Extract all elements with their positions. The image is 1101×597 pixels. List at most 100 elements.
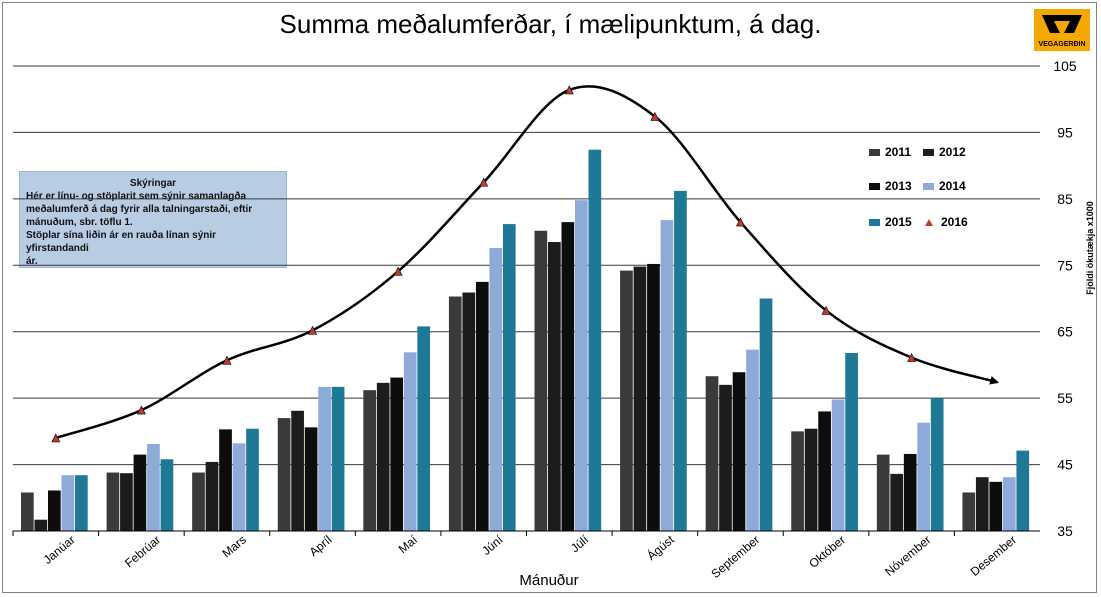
- x-tick-label: Október: [806, 533, 848, 571]
- explanation-line-1: Hér er línu- og stöplarit sem sýnir sama…: [26, 191, 247, 202]
- legend-item-2011: 2011: [869, 145, 911, 159]
- bar-2015-1: [160, 459, 174, 531]
- legend-item-2016: 2016: [923, 215, 968, 229]
- bar-2012-1: [120, 473, 133, 531]
- bar-2013-0: [48, 490, 61, 531]
- marker-2016-2: [222, 355, 232, 365]
- bar-2011-6: [534, 230, 548, 531]
- marker-2016-11: [989, 376, 1000, 385]
- bar-2015-2: [246, 428, 259, 531]
- bar-2015-10: [930, 398, 944, 531]
- bar-2012-10: [890, 473, 904, 531]
- x-tick-label: Apríl: [307, 533, 335, 560]
- y-tick-label: 45: [1057, 457, 1073, 473]
- bar-2011-0: [21, 492, 34, 531]
- marker-2016-8: [735, 217, 745, 227]
- marker-2016-5: [479, 177, 489, 187]
- x-tick-label: Febrúar: [122, 533, 163, 571]
- logo-text: VEGAGERÐIN: [1038, 41, 1086, 48]
- explanation-line-3: mánuðum, sbr. töflu 1.: [26, 217, 133, 228]
- bar-2014-7: [660, 220, 674, 531]
- bar-2015-0: [75, 475, 88, 531]
- bar-2015-8: [759, 298, 773, 531]
- y-tick-label: 85: [1057, 191, 1073, 207]
- logo-mark-icon: [1042, 15, 1082, 33]
- marker-2016-7: [650, 111, 660, 121]
- explanation-box: Skýringar Hér er línu- og stöplarit sem …: [19, 171, 287, 268]
- chart-plot: 35 45 55 65 75 85 95 105 Fjöldi ökutækja x1000 Ja…: [12, 58, 1095, 589]
- bar-2012-8: [719, 384, 732, 531]
- bar-2014-3: [318, 386, 331, 531]
- bar-2011-2: [192, 472, 205, 531]
- bar-2015-9: [845, 352, 858, 531]
- bar-2014-5: [489, 248, 503, 531]
- bar-2014-4: [403, 352, 417, 531]
- chart-title: Summa meðalumferðar, í mælipunktum, á da…: [279, 9, 822, 39]
- marker-2016-0: [51, 433, 61, 443]
- legend-item-2015: 2015: [869, 215, 912, 229]
- bar-2014-10: [917, 422, 931, 531]
- bar-2011-9: [791, 431, 804, 531]
- bar-2011-11: [962, 492, 976, 531]
- bar-2015-6: [588, 149, 602, 531]
- bar-2011-10: [876, 454, 890, 531]
- bar-2011-3: [277, 418, 291, 531]
- vegagerdin-logo: VEGAGERÐIN: [1034, 9, 1090, 51]
- bar-2012-9: [804, 428, 818, 531]
- y-tick-label: 105: [1053, 58, 1077, 74]
- bar-2012-2: [205, 461, 219, 531]
- explanation-line-2: meðalumferð á dag fyrir alla talningarst…: [26, 204, 253, 215]
- y-tick-label: 35: [1057, 523, 1073, 539]
- bar-2014-1: [147, 443, 160, 531]
- bar-2014-2: [232, 443, 246, 531]
- marker-2016-10: [907, 352, 917, 362]
- bar-2013-2: [219, 429, 232, 531]
- bar-2015-7: [674, 190, 687, 531]
- legend-item-2013: 2013: [869, 179, 912, 193]
- series-legend: 2011 2012 2013 2014 2015 2016: [865, 143, 1025, 243]
- x-tick-label: Maí: [396, 532, 421, 556]
- bar-2013-9: [818, 411, 831, 531]
- bar-2014-11: [1002, 477, 1016, 531]
- x-tick-label: Janúar: [41, 533, 78, 567]
- bar-2014-0: [61, 475, 75, 531]
- bar-2012-5: [462, 292, 476, 531]
- legend-item-2014: 2014: [923, 179, 966, 193]
- bar-2011-5: [448, 296, 462, 531]
- bar-2015-5: [502, 224, 516, 531]
- bar-2013-7: [647, 263, 660, 531]
- marker-2016-9: [821, 305, 831, 315]
- y-axis-label: Fjöldi ökutækja x1000: [1085, 201, 1095, 295]
- bar-2012-0: [34, 519, 48, 531]
- bar-2011-4: [363, 390, 377, 531]
- x-tick-label: September: [708, 533, 762, 581]
- bar-2012-6: [548, 242, 561, 532]
- bar-2015-4: [417, 326, 431, 531]
- marker-2016-3: [308, 325, 318, 335]
- bar-2015-11: [1016, 450, 1030, 531]
- x-tick-label: Ágúst: [644, 531, 678, 563]
- y-tick-label: 95: [1057, 124, 1073, 140]
- bar-2013-4: [390, 377, 404, 531]
- x-tick-label: Júlí: [568, 532, 592, 555]
- bar-2013-1: [133, 454, 147, 531]
- y-tick-label: 65: [1057, 324, 1073, 340]
- bar-2015-3: [331, 386, 345, 531]
- bar-2014-8: [746, 349, 759, 531]
- bar-2013-11: [989, 481, 1003, 531]
- bar-2012-11: [975, 477, 989, 531]
- explanation-line-5: ár.: [26, 256, 38, 267]
- y-tick-label: 75: [1057, 257, 1073, 273]
- x-tick-label: Júní: [479, 532, 506, 558]
- marker-2016-6: [564, 85, 574, 95]
- bar-2012-7: [633, 266, 647, 531]
- bar-2013-5: [475, 281, 489, 531]
- marker-2016-4: [393, 266, 403, 276]
- x-tick-label: Desember: [968, 533, 1019, 579]
- x-tick-label: Nóvember: [882, 533, 933, 579]
- explanation-line-4: Stöplar sína liðin ár en rauða línan sýn…: [26, 230, 217, 254]
- bar-2013-10: [903, 453, 917, 531]
- x-tick-label: Mars: [219, 533, 248, 561]
- bar-2014-9: [831, 399, 845, 531]
